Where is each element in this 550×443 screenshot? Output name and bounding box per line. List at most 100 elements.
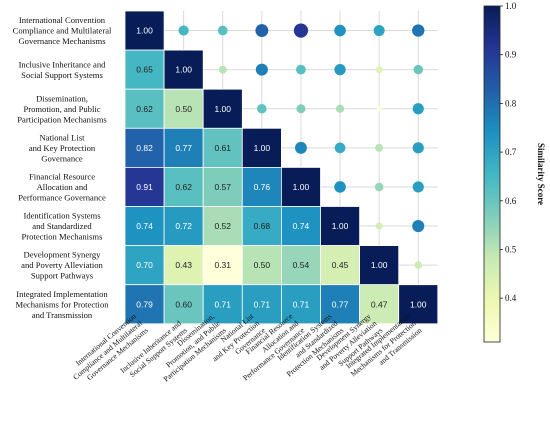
cell-value-label: 1.00: [371, 260, 388, 270]
colorbar-tick-label: 0.8: [505, 98, 517, 108]
heatmap-cell: [320, 206, 360, 246]
heatmap-cell: [280, 245, 321, 286]
cell-value-label: 1.00: [136, 26, 153, 36]
cell-value-label: 0.74: [136, 221, 153, 231]
heatmap-cell: [124, 10, 165, 51]
svg-text:International ConventionCompli: International ConventionCompliance and M…: [65, 312, 150, 389]
heatmap-cell: [280, 284, 321, 325]
cell-value-label: 0.76: [254, 182, 271, 192]
cell-value-label: 0.62: [175, 182, 192, 192]
similarity-circle: [293, 23, 309, 38]
cell-value-label: 0.43: [175, 260, 192, 270]
heatmap-cell: [359, 284, 400, 325]
cell-value-label: 1.00: [410, 299, 427, 309]
heatmap-cell: [241, 284, 282, 325]
colorbar-gradient: [483, 5, 501, 343]
cell-value-label: 0.68: [254, 221, 271, 231]
similarity-circle: [375, 66, 383, 74]
cell-value-label: 0.47: [371, 299, 388, 309]
cell-value-label: 0.77: [175, 143, 192, 153]
colorbar-label: Similarity Score: [536, 143, 546, 205]
cell-value-label: 0.72: [175, 221, 192, 231]
similarity-circle: [255, 24, 269, 37]
cell-value-label: 0.45: [332, 260, 349, 270]
similarity-circle: [375, 222, 383, 230]
similarity-circle: [376, 106, 382, 112]
colorbar-tick-label: 1.0: [505, 1, 517, 11]
cell-value-label: 0.71: [214, 299, 231, 309]
cell-value-label: 0.70: [136, 260, 153, 270]
cell-value-label: 1.00: [214, 104, 231, 114]
cell-value-label: 1.00: [254, 143, 271, 153]
similarity-circle: [413, 64, 423, 75]
cell-value-label: 0.79: [136, 299, 153, 309]
similarity-circle: [334, 64, 346, 76]
heatmap-cell: [241, 127, 282, 168]
similarity-circle: [375, 143, 384, 152]
colorbar-tick-label: 0.7: [505, 147, 517, 157]
similarity-circle: [412, 142, 424, 154]
cell-value-label: 0.71: [254, 299, 271, 309]
colorbar-tick-label: 0.4: [505, 293, 517, 303]
cell-value-label: 0.82: [136, 143, 153, 153]
similarity-circle: [334, 142, 346, 154]
colorbar-tick-label: 0.5: [505, 244, 517, 254]
heatmap-cell: [163, 245, 204, 286]
similarity-circle: [178, 25, 189, 36]
similarity-circle: [414, 261, 422, 269]
row-labels: International Convention Compliance and M…: [13, 15, 112, 320]
cell-value-label: 1.00: [175, 65, 192, 75]
heatmap-cell: [202, 245, 243, 286]
cell-value-label: 0.65: [136, 65, 153, 75]
row-label: Integrated Implementation Mechanisms for …: [15, 289, 109, 320]
row-label: Inclusive Inheritance and Social Support …: [19, 59, 107, 80]
colorbar-tick-label: 0.9: [505, 50, 517, 60]
similarity-circle: [257, 103, 267, 114]
cell-value-label: 0.91: [136, 182, 153, 192]
heatmap-cell: [163, 166, 204, 207]
cell-value-label: 0.57: [214, 182, 231, 192]
heatmap-cell: [202, 284, 243, 325]
cell-value-label: 1.00: [293, 182, 310, 192]
similarity-circle: [218, 65, 227, 74]
similarity-circle: [334, 181, 346, 193]
row-label: National List and Key Protection Governanc…: [29, 132, 96, 163]
row-label: Identification Systems and Standardized Pr…: [22, 211, 104, 242]
similarity-circle: [217, 25, 228, 36]
heatmap-cells: 1.00 0.65 1.00 0.62 0.50 1.00 0.82 0.77 0.61 1.00…: [124, 10, 439, 325]
row-label: Dissemination, Promotion, and Public Parti…: [17, 93, 107, 124]
cell-value-label: 1.00: [332, 221, 349, 231]
similarity-circle: [412, 181, 424, 193]
column-label: International ConventionCompliance and M…: [65, 312, 150, 389]
cell-value-label: 0.74: [293, 221, 310, 231]
cell-value-label: 0.61: [214, 143, 231, 153]
row-label: International Convention Compliance and M…: [13, 15, 112, 46]
cell-value-label: 0.54: [293, 260, 310, 270]
heatmap-cell: [124, 284, 165, 325]
similarity-circle: [294, 141, 307, 154]
heatmap-cell: [398, 284, 439, 325]
cell-value-label: 0.71: [293, 299, 310, 309]
similarity-circle: [296, 64, 306, 75]
cell-value-label: 0.77: [332, 299, 349, 309]
row-label: Development Synergy and Poverty Alleviati…: [21, 250, 103, 281]
cell-value-label: 0.60: [175, 299, 192, 309]
cell-value-label: 0.50: [254, 260, 271, 270]
heatmap-cell: [320, 284, 360, 325]
heatmap-cell: [163, 284, 204, 325]
heatmap-cell: [124, 127, 165, 168]
colorbar: 0.4 0.5 0.6 0.7 0.8 0.9 1.0 Similarity Score: [483, 1, 546, 343]
cell-value-label: 0.31: [214, 260, 231, 270]
similarity-circle: [335, 104, 345, 113]
cell-value-label: 0.50: [175, 104, 192, 114]
heatmap-cell: [280, 166, 321, 207]
cell-value-label: 0.52: [214, 221, 231, 231]
colorbar-tick-label: 0.6: [505, 196, 517, 206]
similarity-circle: [373, 25, 385, 37]
heatmap-cell: [163, 49, 204, 90]
heatmap-cell: [124, 206, 165, 246]
column-labels: International ConventionCompliance and M…: [65, 311, 423, 389]
similarity-circle: [296, 104, 306, 114]
similarity-circle: [255, 63, 268, 76]
